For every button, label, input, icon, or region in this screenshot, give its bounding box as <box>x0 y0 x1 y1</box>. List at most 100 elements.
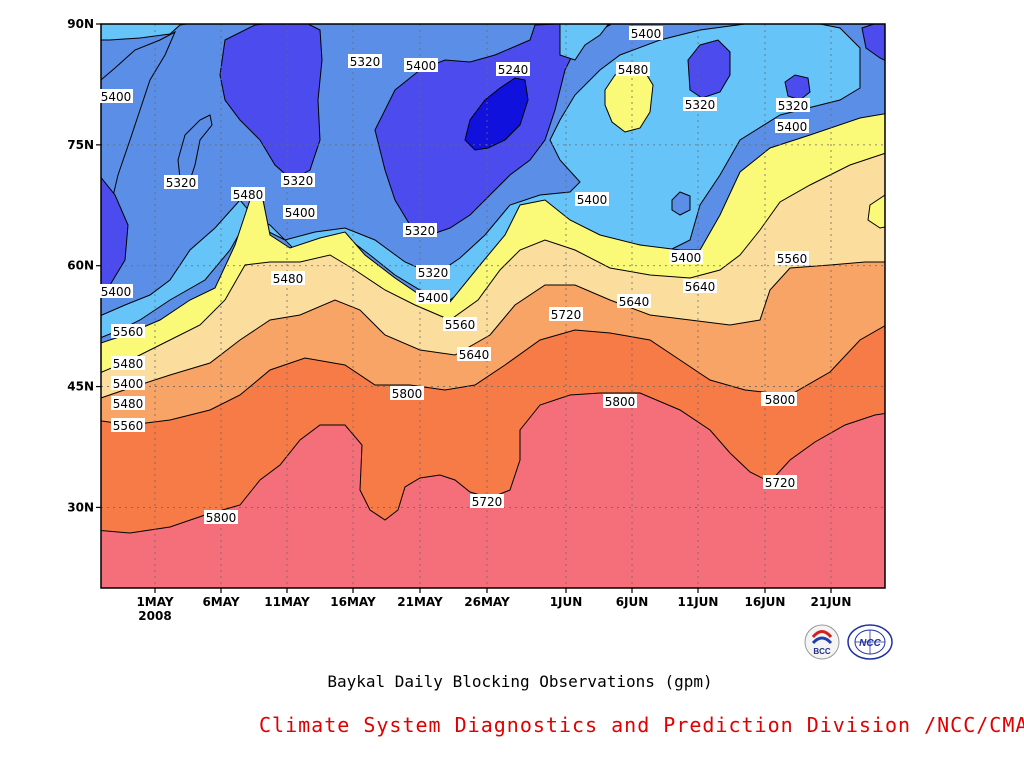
contour-label: 5320 <box>776 98 810 113</box>
y-tick-label: 30N <box>67 500 94 514</box>
contour-label: 5480 <box>111 356 145 371</box>
contour-label-text: 5480 <box>273 272 304 286</box>
contour-label-text: 5800 <box>765 393 796 407</box>
patch-5320-small-e <box>671 191 691 216</box>
patch-below-5240 <box>464 77 529 151</box>
contour-label-text: 5320 <box>283 174 314 188</box>
y-tick-label: 90N <box>67 17 94 31</box>
contour-label: 5320 <box>416 265 450 280</box>
contour-label: 5560 <box>443 317 477 332</box>
contour-label: 5800 <box>204 510 238 525</box>
band-5400-5480 <box>101 24 191 41</box>
contour-label: 5560 <box>111 324 145 339</box>
contour-label: 5400 <box>775 119 809 134</box>
contour-label-text: 5720 <box>551 308 582 322</box>
contour-label: 5560 <box>111 418 145 433</box>
contour-label: 5400 <box>575 192 609 207</box>
contour-label: 5720 <box>470 494 504 509</box>
contour-label-text: 5240 <box>498 63 529 77</box>
contour-label: 5320 <box>281 173 315 188</box>
contour-label-text: 5800 <box>206 511 237 525</box>
contour-label: 5400 <box>416 290 450 305</box>
contour-label-text: 5480 <box>233 188 264 202</box>
contour-label: 5640 <box>457 347 491 362</box>
contour-label-text: 5400 <box>577 193 608 207</box>
contour-label-text: 5480 <box>113 357 144 371</box>
contour-label: 5480 <box>231 187 265 202</box>
patch-5240-ne <box>687 39 731 99</box>
contour-label-text: 5400 <box>113 377 144 391</box>
chart-title: Baykal Daily Blocking Observations (gpm) <box>327 672 713 691</box>
contour-label-text: 5720 <box>472 495 503 509</box>
contour-label-text: 5480 <box>113 397 144 411</box>
credit-text: Climate System Diagnostics and Predictio… <box>259 713 1024 737</box>
contour-label-text: 5720 <box>765 476 796 490</box>
contour-labels: 5400 5320 5400 5320 5240 5400 5480 5320 5320 5400… <box>99 26 810 525</box>
x-tick-label: 11JUN <box>678 595 719 609</box>
contour-label-text: 5560 <box>777 252 808 266</box>
x-tick-label: 1JUN <box>550 595 583 609</box>
contour-label-text: 5560 <box>445 318 476 332</box>
contour-label-text: 5400 <box>285 206 316 220</box>
contour-label-text: 5400 <box>418 291 449 305</box>
contour-label-text: 5400 <box>101 90 132 104</box>
contour-label-text: 5640 <box>685 280 716 294</box>
contour-label-text: 5320 <box>166 176 197 190</box>
contour-label: 5800 <box>763 392 797 407</box>
contour-label: 5320 <box>348 54 382 69</box>
contour-label: 5320 <box>683 97 717 112</box>
contour-label-text: 5320 <box>685 98 716 112</box>
x-tick-label: 11MAY <box>264 595 310 609</box>
contour-label-text: 5320 <box>405 224 436 238</box>
contour-label-text: 5640 <box>459 348 490 362</box>
contour-label: 5480 <box>616 62 650 77</box>
contour-label: 5320 <box>164 175 198 190</box>
patch-5240-ne2 <box>784 74 811 101</box>
contour-label: 5560 <box>775 251 809 266</box>
bcc-logo: BCC <box>804 624 840 660</box>
ncc-logo-text: NCC <box>859 638 881 649</box>
contour-label-text: 5400 <box>101 285 132 299</box>
contour-label: 5400 <box>283 205 317 220</box>
patch-5240-ne3 <box>861 24 885 61</box>
plot-frame <box>100 23 886 589</box>
contour-label-text: 5400 <box>777 120 808 134</box>
contour-label-text: 5560 <box>113 419 144 433</box>
logos: BCC NCC <box>804 624 893 660</box>
contour-label-text: 5800 <box>605 395 636 409</box>
contour-label-text: 5320 <box>778 99 809 113</box>
contour-label: 5400 <box>99 284 133 299</box>
contour-label: 5400 <box>99 89 133 104</box>
x-tick-label: 16MAY <box>330 595 376 609</box>
x-tick-label: 6JUN <box>616 595 649 609</box>
patch-5400-north2 <box>559 24 610 61</box>
x-tick-label: 21MAY <box>397 595 443 609</box>
x-tick-label: 26MAY <box>464 595 510 609</box>
contour-label: 5720 <box>549 307 583 322</box>
patch-5240-west <box>101 176 129 292</box>
contour-label: 5640 <box>617 294 651 309</box>
contour-label: 5720 <box>763 475 797 490</box>
y-tick-label: 60N <box>67 259 94 273</box>
y-tick-label: 45N <box>67 380 94 394</box>
contour-label: 5320 <box>403 223 437 238</box>
contour-label-text: 5400 <box>406 59 437 73</box>
x-tick-label: 21JUN <box>811 595 852 609</box>
contour-label: 5480 <box>111 396 145 411</box>
axis-ticks: 30N 45N 60N 75N 90N 1MAY 6MAY 11MAY 16MAY 21MAY 26… <box>67 17 851 623</box>
patch-5480-east <box>867 194 885 229</box>
contour-label: 5480 <box>271 271 305 286</box>
ncc-logo: NCC <box>847 624 893 660</box>
contour-label-text: 5800 <box>392 387 423 401</box>
contour-label: 5240 <box>496 62 530 77</box>
contour-label: 5400 <box>404 58 438 73</box>
contour-fills <box>101 24 885 588</box>
contour-label-text: 5480 <box>618 63 649 77</box>
contour-label-text: 5400 <box>631 27 662 41</box>
contour-label-text: 5400 <box>671 251 702 265</box>
contour-label: 5800 <box>603 394 637 409</box>
x-tick-label: 1MAY <box>136 595 173 609</box>
contour-label-text: 5320 <box>418 266 449 280</box>
x-tick-label: 6MAY <box>202 595 239 609</box>
